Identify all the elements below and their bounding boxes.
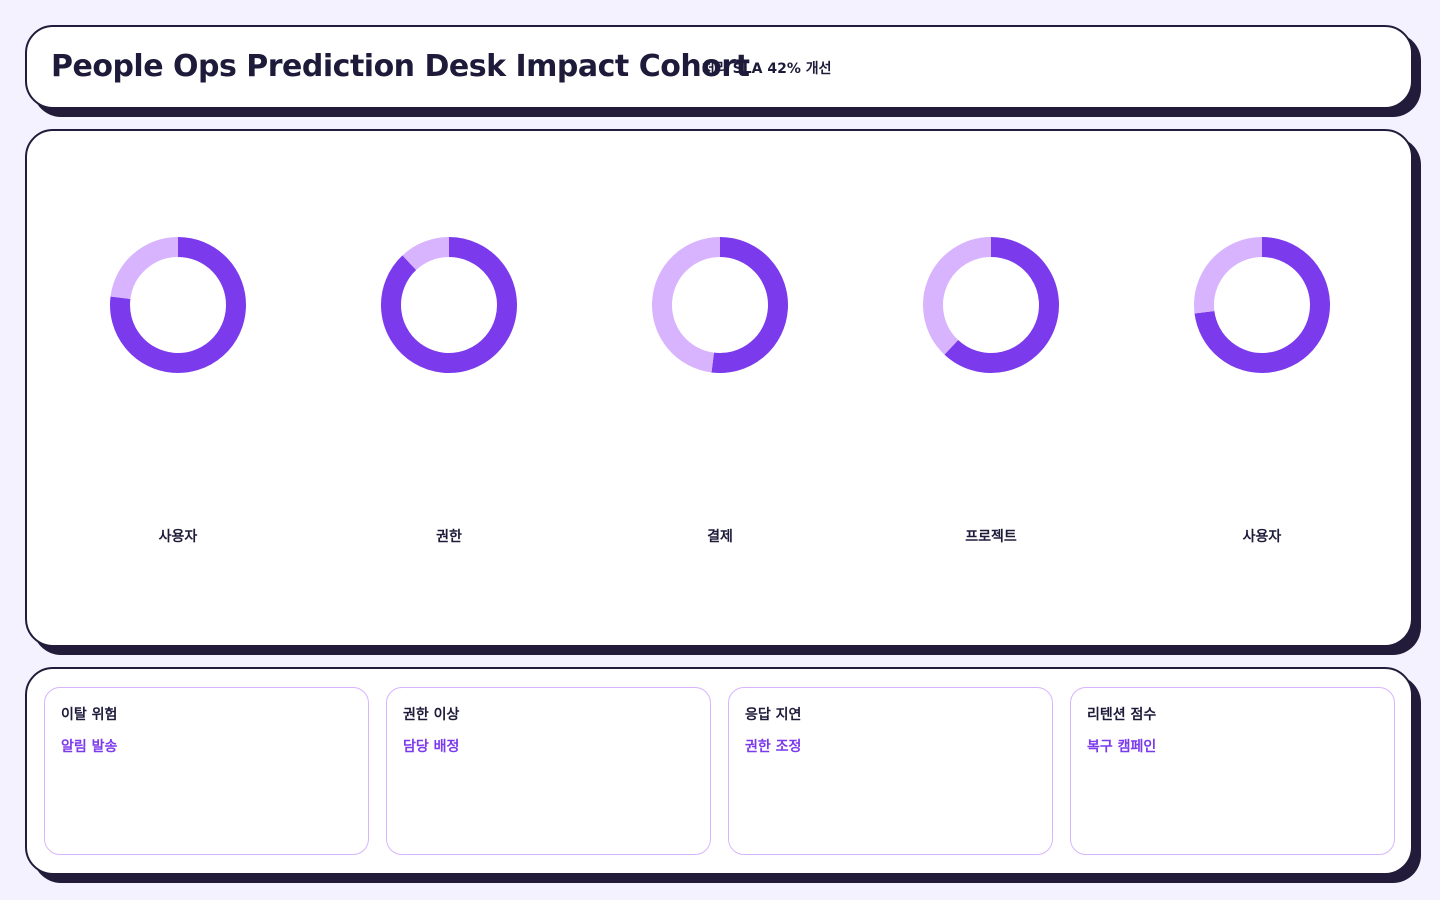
donut-segment (944, 237, 1059, 373)
donut-label: 사용자 (159, 529, 198, 545)
donut-label: 사용자 (1243, 529, 1282, 545)
donut-segment (1194, 237, 1330, 373)
donut-segment (923, 237, 992, 355)
donut-label: 프로젝트 (965, 528, 1017, 545)
card-title: 응답 지연 (745, 707, 802, 723)
card-action: 담당 배정 (403, 739, 460, 755)
header-panel: People Ops Prediction Desk Impact Cohort… (25, 25, 1413, 109)
donut-segment (381, 237, 517, 373)
card-title: 리텐션 점수 (1087, 707, 1157, 723)
donut-label: 결제 (707, 528, 733, 545)
donut-segment (402, 237, 450, 271)
card-action: 권한 조정 (745, 739, 802, 755)
donut-segment (110, 237, 246, 373)
card-title: 이탈 위험 (61, 707, 118, 723)
donut-segment (652, 237, 721, 373)
cards-panel: 이탈 위험 알림 발송 권한 이상 담당 배정 응답 지연 권한 조정 리텐션 점수 복구 캠… (25, 667, 1413, 875)
donut-charts: 사용자 권한 결제 프로젝트 사용자 (110, 237, 1330, 545)
card-action: 복구 캠페인 (1087, 739, 1157, 755)
donut-segment (1194, 237, 1263, 314)
subtitle: 처리 SLA 42% 개선 (702, 61, 832, 77)
donut-segment (711, 237, 788, 373)
donut-label: 권한 (436, 529, 462, 545)
card-title: 권한 이상 (403, 707, 460, 723)
page-title: People Ops Prediction Desk Impact Cohort (51, 49, 750, 84)
donut-segment (110, 237, 179, 300)
charts-panel: 사용자 권한 결제 프로젝트 사용자 (25, 129, 1413, 647)
card-action: 알림 발송 (61, 739, 118, 755)
